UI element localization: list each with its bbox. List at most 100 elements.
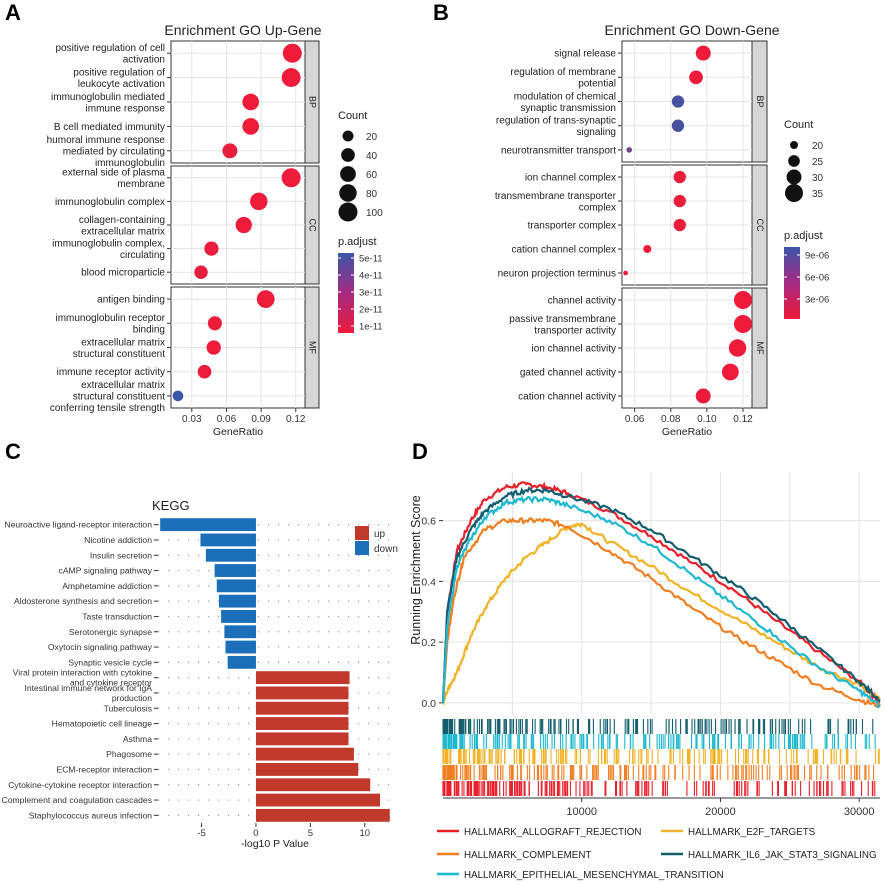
x-tick-label: 5 bbox=[308, 828, 313, 839]
category-label: Staphylococcus aureus infection bbox=[29, 810, 152, 820]
legend-color-label: 3e-11 bbox=[359, 288, 383, 299]
legend-color-label: 9e-06 bbox=[805, 251, 829, 262]
term-label: immunoglobulin mediated bbox=[51, 92, 165, 103]
category-label: and cytokine receptor bbox=[70, 678, 152, 688]
bar bbox=[255, 747, 354, 761]
term-label: transporter activity bbox=[534, 325, 616, 336]
bar bbox=[255, 732, 349, 746]
term-label: neurotransmitter transport bbox=[501, 145, 616, 156]
legend-size-dot bbox=[341, 148, 355, 162]
term-label: immunoglobulin bbox=[95, 158, 165, 169]
legend-size-dot bbox=[786, 169, 802, 185]
x-tick-label: 0.06 bbox=[625, 414, 645, 425]
term-label: cation channel complex bbox=[511, 245, 616, 256]
term-label: transporter complex bbox=[528, 221, 616, 232]
term-label: humoral immune response bbox=[47, 135, 166, 146]
data-point bbox=[643, 245, 652, 253]
data-point bbox=[623, 270, 628, 276]
bar bbox=[227, 655, 256, 669]
series-line bbox=[441, 481, 881, 704]
term-label: transmembrane transporter bbox=[495, 191, 617, 202]
facet-strip-label: MF bbox=[308, 341, 318, 354]
data-point bbox=[242, 93, 260, 111]
category-label: production bbox=[112, 693, 152, 703]
category-label: Oxytocin signaling pathway bbox=[48, 642, 153, 652]
y-tick-label: 0.6 bbox=[421, 516, 436, 528]
x-tick-label: 0.08 bbox=[661, 414, 681, 425]
term-label: antigen binding bbox=[97, 295, 165, 306]
category-label: ECM-receptor interaction bbox=[56, 764, 152, 774]
term-label: synaptic transmission bbox=[520, 103, 616, 114]
term-label: passive transmembrane bbox=[509, 314, 616, 325]
term-label: membrane bbox=[117, 179, 165, 190]
legend-size-label: 30 bbox=[812, 173, 824, 184]
term-label: B cell mediated immunity bbox=[54, 122, 165, 133]
term-label: extracellular matrix bbox=[81, 226, 165, 237]
data-point bbox=[204, 241, 219, 256]
term-label: leukocyte activation bbox=[78, 79, 165, 90]
x-tick-label: 0.06 bbox=[217, 414, 237, 425]
legend-color-label: 1e-11 bbox=[359, 322, 383, 333]
series-line bbox=[441, 486, 881, 703]
data-point bbox=[281, 168, 301, 188]
term-label: regulation of trans-synaptic bbox=[496, 115, 616, 126]
bar bbox=[255, 778, 371, 792]
y-tick-label: 0.4 bbox=[421, 576, 436, 588]
data-point bbox=[728, 339, 747, 357]
data-point bbox=[282, 43, 302, 63]
term-label: mediated by circulating bbox=[63, 146, 165, 157]
bar bbox=[160, 518, 256, 532]
data-point bbox=[673, 170, 686, 184]
data-point bbox=[671, 119, 685, 132]
term-label: immunoglobulin receptor bbox=[55, 313, 165, 324]
x-tick-label: 20000 bbox=[705, 806, 736, 818]
bar bbox=[255, 671, 350, 685]
category-label: Complement and coagulation cascades bbox=[2, 795, 152, 805]
legend-color-bar bbox=[784, 247, 800, 319]
term-label: signaling bbox=[577, 127, 616, 138]
bar bbox=[200, 533, 256, 547]
term-label: blood microparticle bbox=[81, 268, 165, 279]
data-point bbox=[242, 118, 260, 135]
category-label: Viral protein interaction with cytokine bbox=[13, 668, 153, 678]
legend-color-label: 3e-06 bbox=[805, 295, 829, 306]
data-point bbox=[206, 340, 221, 355]
chart-title: Enrichment GO Down-Gene bbox=[604, 22, 779, 38]
term-label: immunoglobulin complex, bbox=[52, 238, 165, 249]
panel-label-c: C bbox=[5, 439, 21, 464]
bar bbox=[205, 548, 256, 562]
data-point bbox=[733, 291, 752, 309]
legend-color-bar bbox=[338, 253, 354, 333]
term-label: potential bbox=[578, 79, 616, 90]
legend-label: HALLMARK_COMPLEMENT bbox=[464, 850, 591, 861]
term-label: ion channel activity bbox=[532, 344, 617, 355]
term-label: cation channel activity bbox=[518, 392, 616, 403]
legend-swatch bbox=[355, 541, 369, 555]
category-label: Serotonergic synapse bbox=[69, 627, 152, 637]
term-label: circulating bbox=[120, 250, 165, 261]
facet-strip-label: MF bbox=[755, 342, 765, 355]
legend-swatch bbox=[355, 526, 369, 540]
data-point bbox=[222, 143, 238, 159]
term-label: positive regulation of cell bbox=[55, 43, 165, 54]
bar bbox=[224, 625, 256, 639]
panel-label-d: D bbox=[412, 439, 428, 464]
category-label: cAMP signaling pathway bbox=[59, 566, 153, 576]
legend-label: down bbox=[374, 544, 398, 555]
category-label: Intestinal immune network for IgA bbox=[24, 683, 152, 693]
data-point bbox=[250, 192, 268, 211]
panel-a-dot-plot: Enrichment GO Up-Gene BP positive regulati… bbox=[47, 22, 384, 438]
term-label: positive regulation of bbox=[73, 67, 165, 78]
category-label: Insulin secretion bbox=[90, 550, 152, 560]
legend-size-dot bbox=[785, 184, 803, 202]
bar bbox=[255, 763, 359, 776]
data-point bbox=[671, 95, 685, 108]
term-label: regulation of membrane bbox=[510, 67, 616, 78]
y-tick-label: 0.0 bbox=[421, 698, 436, 710]
legend-label: up bbox=[374, 529, 386, 540]
legend-label: HALLMARK_EPITHELIAL_MESENCHYMAL_TRANSITI… bbox=[464, 870, 724, 881]
term-label: complex bbox=[579, 202, 616, 213]
x-axis-label: GeneRatio bbox=[213, 426, 263, 438]
